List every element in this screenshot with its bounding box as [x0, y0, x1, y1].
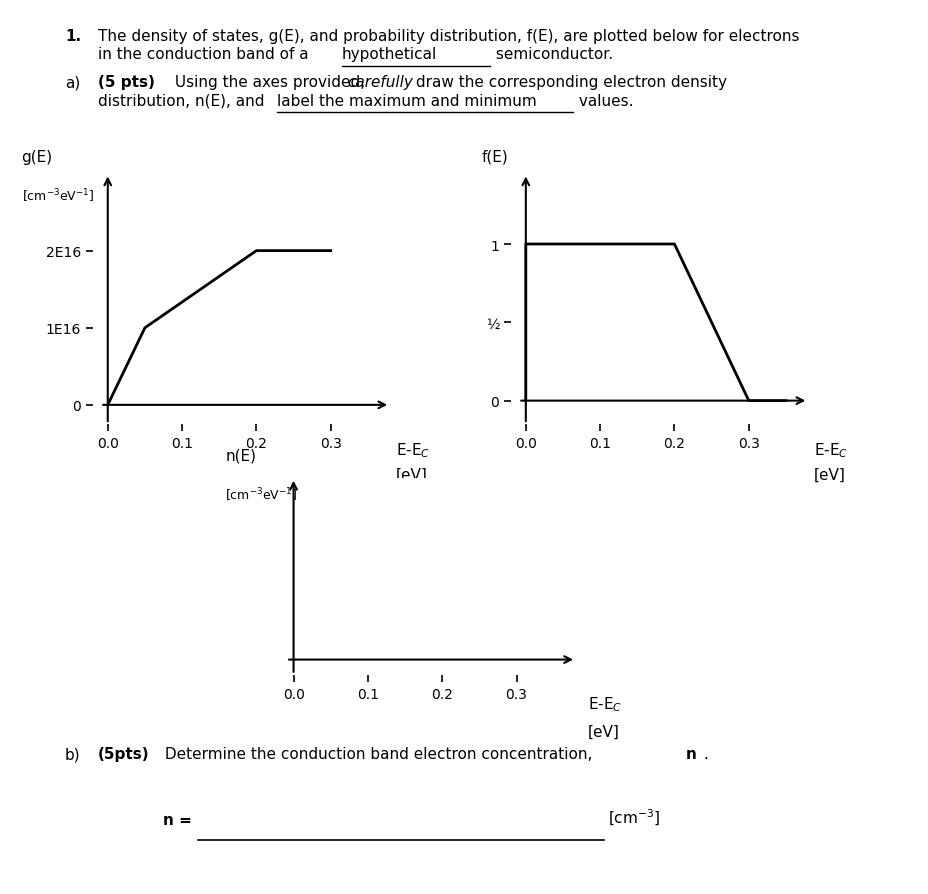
- Text: carefully: carefully: [347, 75, 413, 90]
- Text: n =: n =: [162, 812, 191, 827]
- Text: .: .: [698, 746, 707, 762]
- Text: [eV]: [eV]: [813, 468, 845, 482]
- Text: in the conduction band of a: in the conduction band of a: [97, 47, 313, 63]
- Text: g(E): g(E): [21, 149, 53, 164]
- Text: [eV]: [eV]: [395, 468, 428, 482]
- Text: draw the corresponding electron density: draw the corresponding electron density: [410, 75, 726, 90]
- Text: [cm$^{-3}$eV$^{-1}$]: [cm$^{-3}$eV$^{-1}$]: [21, 187, 94, 205]
- Text: distribution, n(E), and: distribution, n(E), and: [97, 94, 268, 109]
- Text: Using the axes provided,: Using the axes provided,: [170, 75, 369, 90]
- Text: label the maximum and minimum: label the maximum and minimum: [277, 94, 536, 109]
- Text: values.: values.: [574, 94, 633, 109]
- Text: n(E): n(E): [225, 448, 256, 462]
- Text: The density of states, g(E), and probability distribution, f(E), are plotted bel: The density of states, g(E), and probabi…: [97, 29, 798, 44]
- Text: (5 pts): (5 pts): [97, 75, 154, 90]
- Text: 1.: 1.: [65, 29, 81, 44]
- Text: hypothetical: hypothetical: [342, 47, 437, 63]
- Text: E-E$_C$: E-E$_C$: [813, 441, 847, 460]
- Text: b): b): [65, 746, 81, 762]
- Text: [cm$^{-3}$eV$^{-1}$]: [cm$^{-3}$eV$^{-1}$]: [225, 486, 298, 503]
- Text: E-E$_C$: E-E$_C$: [587, 695, 622, 713]
- Text: [eV]: [eV]: [587, 724, 619, 739]
- Text: semiconductor.: semiconductor.: [490, 47, 612, 63]
- Text: Determine the conduction band electron concentration,: Determine the conduction band electron c…: [160, 746, 597, 762]
- Text: E-E$_C$: E-E$_C$: [395, 441, 430, 460]
- Text: (5pts): (5pts): [97, 746, 149, 762]
- Text: [cm$^{-3}$]: [cm$^{-3}$]: [608, 807, 660, 827]
- Text: a): a): [65, 75, 80, 90]
- Text: f(E): f(E): [481, 149, 508, 164]
- Text: n: n: [685, 746, 696, 762]
